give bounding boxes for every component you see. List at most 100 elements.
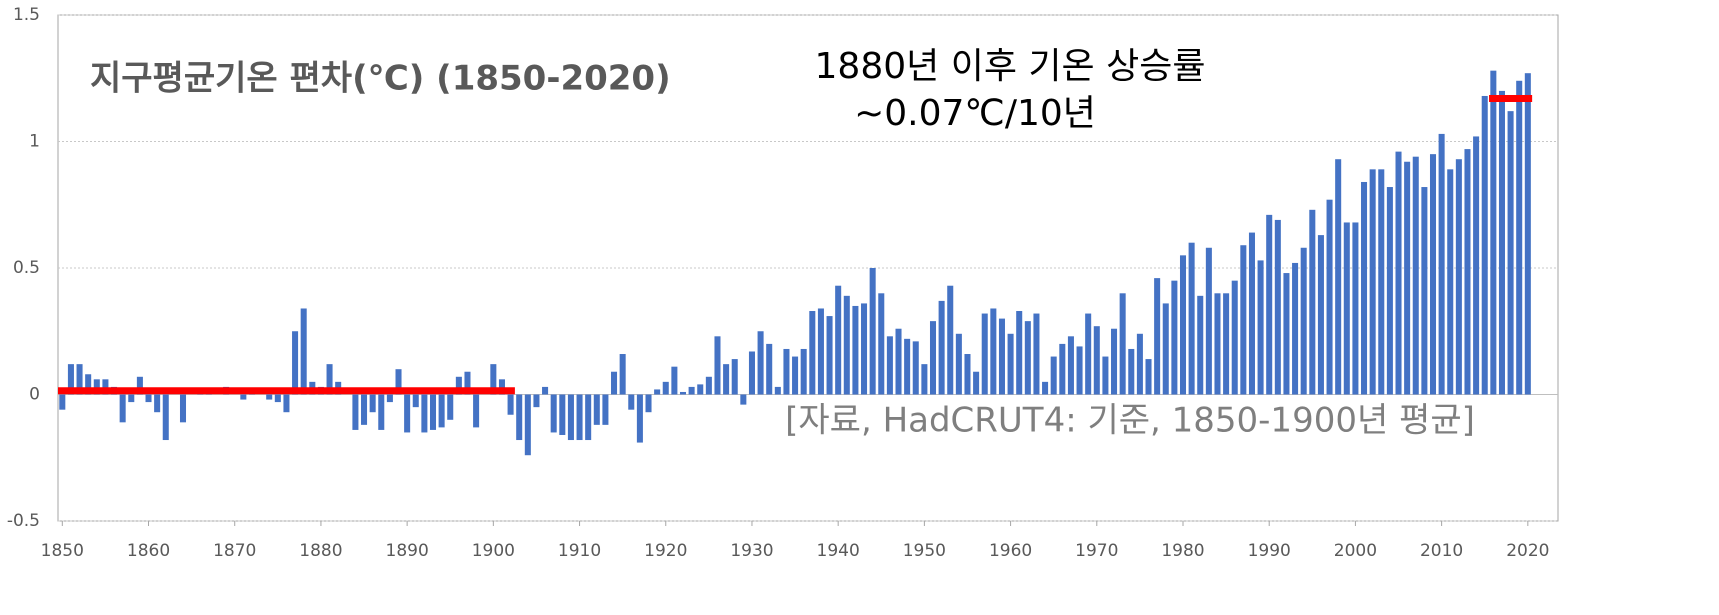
bar	[145, 394, 152, 403]
bar	[1309, 209, 1316, 395]
bar	[895, 328, 902, 395]
bar	[1369, 169, 1376, 395]
bar	[1007, 333, 1014, 395]
chart-title: 지구평균기온 편차(℃) (1850-2020)	[90, 59, 671, 99]
bar	[757, 331, 764, 395]
x-tick-label: 1890	[386, 541, 429, 561]
bar	[1042, 381, 1049, 395]
bar	[550, 394, 557, 433]
bar	[85, 374, 92, 395]
x-tick-label: 1980	[1161, 541, 1204, 561]
bar	[792, 356, 799, 395]
bar	[369, 394, 376, 413]
x-tick-label: 1970	[1075, 541, 1118, 561]
bar	[1050, 356, 1057, 395]
bar	[1033, 313, 1040, 395]
bar	[378, 394, 385, 430]
x-tick-label: 1940	[817, 541, 860, 561]
x-tick-label: 2000	[1334, 541, 1377, 561]
bar	[1162, 303, 1169, 395]
bar	[714, 336, 721, 395]
bar	[843, 295, 850, 395]
bar	[128, 394, 135, 403]
bar	[662, 381, 669, 395]
bar	[1412, 156, 1419, 395]
x-tick-label: 1990	[1248, 541, 1291, 561]
bar	[1481, 95, 1488, 395]
bar	[904, 338, 911, 395]
x-tick-label: 1900	[472, 541, 515, 561]
x-tick-label: 1870	[213, 541, 256, 561]
bar	[1188, 242, 1195, 395]
bar	[861, 303, 868, 395]
bar	[1111, 328, 1118, 395]
bar	[498, 379, 505, 395]
x-tick-label: 1920	[644, 541, 687, 561]
bar	[947, 285, 954, 395]
bar	[1283, 273, 1290, 395]
bar	[938, 300, 945, 395]
bar	[300, 308, 307, 395]
bar	[593, 394, 600, 425]
bar	[766, 343, 773, 395]
bar	[1136, 333, 1143, 395]
bar	[576, 394, 583, 441]
bar	[1507, 111, 1514, 395]
bar	[1473, 136, 1480, 395]
x-tick-label: 1850	[41, 541, 84, 561]
x-tick-label: 1860	[127, 541, 170, 561]
bar	[1326, 199, 1333, 395]
bar	[162, 394, 169, 441]
bar	[1067, 336, 1074, 395]
bar	[697, 384, 704, 395]
bar	[878, 293, 885, 395]
x-tick-label: 2020	[1506, 541, 1549, 561]
bar	[102, 379, 109, 395]
bar	[990, 308, 997, 395]
bar	[292, 331, 299, 395]
bar	[817, 308, 824, 395]
bar	[826, 316, 833, 395]
bar	[490, 364, 497, 395]
bar	[1266, 214, 1273, 395]
bar	[1119, 293, 1126, 395]
bar	[1438, 133, 1445, 395]
bar	[447, 394, 454, 420]
bar	[1386, 187, 1393, 395]
bar	[981, 313, 988, 395]
bar	[1024, 321, 1031, 395]
bar	[1524, 73, 1531, 395]
bar	[559, 394, 566, 435]
bar	[93, 379, 100, 395]
bar	[1059, 343, 1066, 395]
y-tick-label: -0.5	[7, 511, 40, 531]
bar	[809, 311, 816, 395]
x-tick-label: 1880	[299, 541, 342, 561]
bar	[740, 394, 747, 405]
bar	[1335, 159, 1342, 395]
bar	[654, 389, 661, 395]
x-tick-label: 2010	[1420, 541, 1463, 561]
bar	[998, 318, 1005, 395]
bar	[705, 376, 712, 395]
bar	[1498, 90, 1505, 395]
bar	[136, 376, 143, 395]
y-tick-label: 0	[29, 385, 40, 405]
bar	[395, 369, 402, 395]
bar	[1421, 187, 1428, 395]
bar	[326, 364, 333, 395]
bar	[1154, 278, 1161, 395]
bar	[1248, 232, 1255, 395]
bar	[1102, 356, 1109, 395]
bar	[412, 394, 419, 408]
bar	[973, 371, 980, 395]
bar	[1179, 255, 1187, 395]
bar	[688, 386, 695, 395]
y-tick-label: 0.5	[13, 258, 40, 278]
bar	[386, 394, 393, 403]
bar	[404, 394, 411, 433]
bar	[1300, 247, 1307, 395]
x-tick-label: 1950	[903, 541, 946, 561]
bar	[636, 394, 643, 443]
